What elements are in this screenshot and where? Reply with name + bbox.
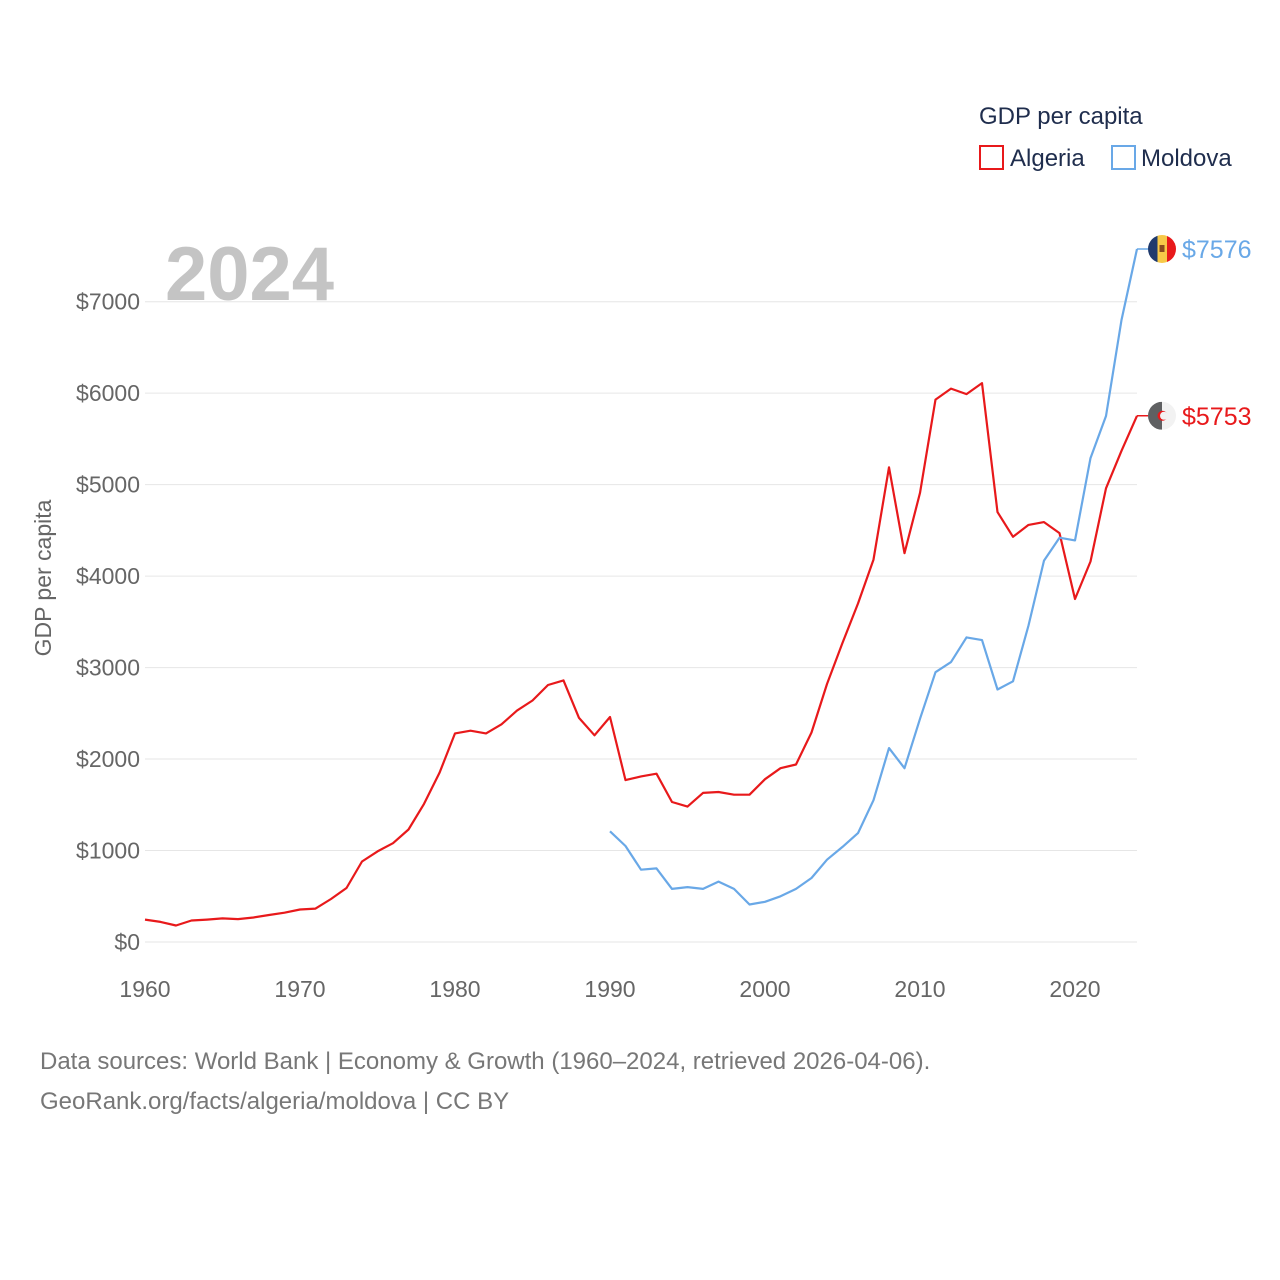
y-tick-label: $3000 bbox=[76, 655, 140, 681]
x-tick-label: 1990 bbox=[584, 976, 635, 1002]
y-tick-label: $1000 bbox=[76, 838, 140, 864]
year-watermark: 2024 bbox=[165, 232, 334, 317]
series-line-algeria bbox=[144, 382, 1139, 927]
footer: Data sources: World Bank | Economy & Gro… bbox=[40, 1042, 930, 1122]
y-tick-label: $0 bbox=[114, 929, 140, 955]
footer-source: Data sources: World Bank | Economy & Gro… bbox=[40, 1048, 931, 1075]
legend-item-moldova[interactable]: Moldova bbox=[1111, 145, 1232, 172]
legend-swatch-moldova bbox=[1111, 145, 1136, 170]
y-tick-label: $7000 bbox=[76, 289, 140, 315]
y-axis-ticks: $0 $1000 $2000 $3000 $4000 $5000 $6000 $7000 bbox=[76, 289, 140, 955]
x-axis-ticks: 1960 1970 1980 1990 2000 2010 2020 bbox=[119, 976, 1100, 1002]
algeria-flag-icon bbox=[1148, 401, 1176, 430]
legend-label-algeria: Algeria bbox=[1010, 145, 1085, 172]
grid-lines bbox=[145, 301, 1137, 943]
x-tick-label: 2000 bbox=[739, 976, 790, 1002]
x-tick-label: 2010 bbox=[894, 976, 945, 1002]
x-tick-label: 1960 bbox=[119, 976, 170, 1002]
end-value-label-algeria: $5753 bbox=[1182, 403, 1252, 431]
legend-item-algeria[interactable]: Algeria bbox=[979, 145, 1085, 172]
x-tick-label: 2020 bbox=[1049, 976, 1100, 1002]
legend: GDP per capita Algeria Moldova bbox=[979, 103, 1232, 172]
y-tick-label: $2000 bbox=[76, 746, 140, 772]
y-tick-label: $5000 bbox=[76, 472, 140, 498]
x-tick-label: 1970 bbox=[274, 976, 325, 1002]
legend-label-moldova: Moldova bbox=[1141, 145, 1232, 172]
end-markers: $5753 $7576 bbox=[1137, 235, 1252, 431]
legend-title: GDP per capita bbox=[979, 103, 1143, 130]
footer-link[interactable]: GeoRank.org/facts/algeria/moldova | CC B… bbox=[40, 1088, 510, 1115]
x-tick-label: 1980 bbox=[429, 976, 480, 1002]
y-tick-label: $6000 bbox=[76, 380, 140, 406]
series-line-moldova bbox=[609, 248, 1139, 906]
legend-swatch-algeria bbox=[979, 145, 1004, 170]
series-lines bbox=[144, 248, 1139, 927]
moldova-flag-icon bbox=[1148, 235, 1176, 263]
y-axis-title: GDP per capita bbox=[30, 499, 56, 656]
end-value-label-moldova: $7576 bbox=[1182, 236, 1252, 264]
y-tick-label: $4000 bbox=[76, 563, 140, 589]
